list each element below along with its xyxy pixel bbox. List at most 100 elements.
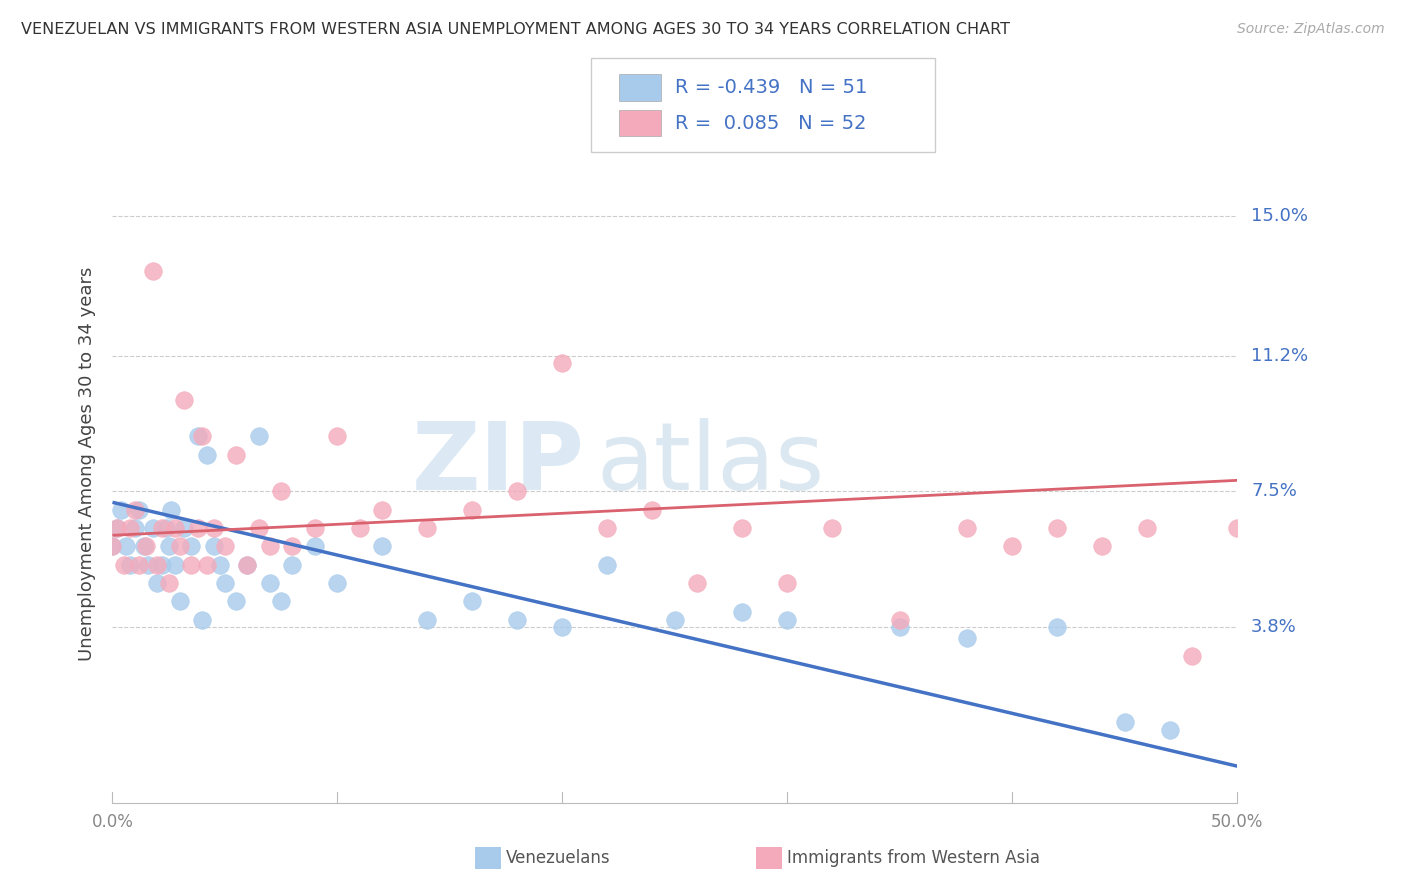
Point — [128, 502, 150, 516]
Text: R =  0.085   N = 52: R = 0.085 N = 52 — [675, 113, 866, 133]
Point — [202, 539, 225, 553]
Point — [187, 521, 209, 535]
Point — [686, 576, 709, 591]
Point — [1114, 715, 1136, 730]
Point — [214, 539, 236, 553]
Point — [146, 558, 169, 572]
Point — [371, 539, 394, 553]
Point — [236, 558, 259, 572]
Point — [138, 558, 160, 572]
Point — [157, 539, 180, 553]
Point — [1136, 521, 1159, 535]
Point — [731, 521, 754, 535]
Point — [506, 484, 529, 499]
Point — [461, 594, 484, 608]
Point — [1001, 539, 1024, 553]
Point — [150, 521, 173, 535]
Point — [191, 429, 214, 443]
Text: Immigrants from Western Asia: Immigrants from Western Asia — [787, 849, 1040, 867]
Text: 15.0%: 15.0% — [1251, 208, 1308, 226]
Text: 7.5%: 7.5% — [1251, 483, 1298, 500]
Y-axis label: Unemployment Among Ages 30 to 34 years: Unemployment Among Ages 30 to 34 years — [77, 267, 96, 661]
Point — [146, 576, 169, 591]
Point — [173, 521, 195, 535]
Text: ZIP: ZIP — [412, 417, 585, 510]
Text: VENEZUELAN VS IMMIGRANTS FROM WESTERN ASIA UNEMPLOYMENT AMONG AGES 30 TO 34 YEAR: VENEZUELAN VS IMMIGRANTS FROM WESTERN AS… — [21, 22, 1010, 37]
Point — [1046, 620, 1069, 634]
Point — [225, 448, 247, 462]
Point — [596, 558, 619, 572]
Point — [115, 539, 138, 553]
Point — [195, 448, 218, 462]
Point — [1046, 521, 1069, 535]
Point — [142, 264, 165, 278]
Point — [195, 558, 218, 572]
Point — [281, 539, 304, 553]
Point — [956, 631, 979, 645]
Point — [551, 620, 574, 634]
Point — [776, 613, 799, 627]
Point — [551, 356, 574, 370]
Point — [596, 521, 619, 535]
Point — [101, 539, 124, 553]
Point — [191, 613, 214, 627]
Point — [165, 521, 187, 535]
Point — [150, 558, 173, 572]
Text: Venezuelans: Venezuelans — [506, 849, 610, 867]
Point — [889, 613, 911, 627]
Point — [165, 558, 187, 572]
Point — [270, 484, 292, 499]
Point — [187, 429, 209, 443]
Point — [956, 521, 979, 535]
Point — [124, 502, 146, 516]
Point — [247, 429, 270, 443]
Point — [641, 502, 664, 516]
Point — [1181, 649, 1204, 664]
Point — [124, 521, 146, 535]
Point — [132, 539, 155, 553]
Point — [821, 521, 844, 535]
Point — [326, 576, 349, 591]
Point — [142, 521, 165, 535]
Point — [112, 558, 135, 572]
Point — [664, 613, 686, 627]
Point — [105, 521, 128, 535]
Point — [281, 558, 304, 572]
Point — [889, 620, 911, 634]
Point — [169, 594, 191, 608]
Point — [1159, 723, 1181, 737]
Point — [326, 429, 349, 443]
Point — [173, 392, 195, 407]
Point — [416, 613, 439, 627]
Point — [120, 521, 142, 535]
Point — [461, 502, 484, 516]
Text: 3.8%: 3.8% — [1251, 618, 1296, 636]
Point — [105, 521, 128, 535]
Point — [214, 576, 236, 591]
Text: Source: ZipAtlas.com: Source: ZipAtlas.com — [1237, 22, 1385, 37]
Point — [209, 558, 232, 572]
Point — [155, 521, 177, 535]
Point — [1091, 539, 1114, 553]
Point — [160, 502, 183, 516]
Point — [731, 605, 754, 619]
Point — [506, 613, 529, 627]
Text: R = -0.439   N = 51: R = -0.439 N = 51 — [675, 78, 868, 97]
Point — [259, 576, 281, 591]
Text: 11.2%: 11.2% — [1251, 347, 1309, 365]
Point — [135, 539, 157, 553]
Point — [110, 502, 132, 516]
Point — [776, 576, 799, 591]
Point — [1226, 521, 1249, 535]
Point — [157, 576, 180, 591]
Point — [259, 539, 281, 553]
Point — [225, 594, 247, 608]
Point — [180, 558, 202, 572]
Point — [371, 502, 394, 516]
Point — [247, 521, 270, 535]
Point — [202, 521, 225, 535]
Point — [349, 521, 371, 535]
Point — [304, 539, 326, 553]
Point — [236, 558, 259, 572]
Point — [180, 539, 202, 553]
